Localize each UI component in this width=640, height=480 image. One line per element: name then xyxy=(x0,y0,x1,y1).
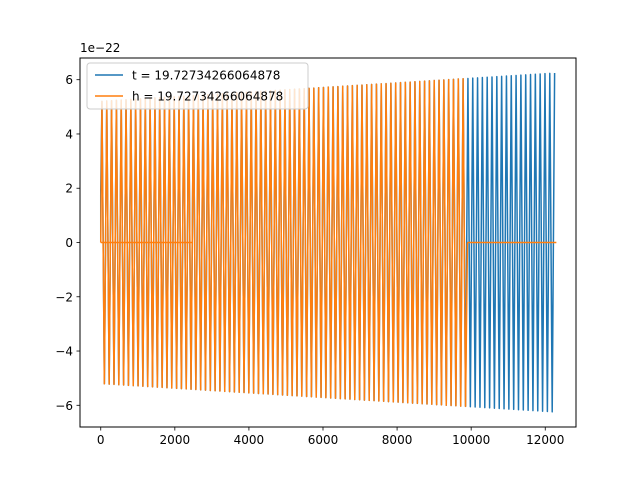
x-axis: 0 2000 4000 6000 8000 10000 12000 xyxy=(97,427,564,447)
y-tick-label: 2 xyxy=(65,182,73,196)
plot-content xyxy=(99,72,557,413)
legend-entry-label: h = 19.72734266064878 xyxy=(132,90,283,104)
legend-box xyxy=(86,62,309,110)
x-tick-label: 8000 xyxy=(382,433,413,447)
x-tick-label: 0 xyxy=(97,433,105,447)
legend-entry-label: t = 19.72734266064878 xyxy=(132,69,280,83)
x-tick-label: 12000 xyxy=(526,433,564,447)
y-tick-label: −4 xyxy=(55,345,73,359)
y-tick-label: 0 xyxy=(65,236,73,250)
legend: t = 19.72734266064878 h = 19.727342660648… xyxy=(86,62,309,110)
x-tick-label: 2000 xyxy=(160,433,191,447)
x-tick-label: 10000 xyxy=(452,433,490,447)
y-offset-text: 1e−22 xyxy=(80,41,120,55)
y-tick-label: 4 xyxy=(65,127,73,141)
y-tick-label: −2 xyxy=(55,290,73,304)
y-axis: −6 −4 −2 0 2 4 6 xyxy=(55,73,80,413)
x-tick-label: 4000 xyxy=(234,433,265,447)
y-tick-label: −6 xyxy=(55,399,73,413)
y-tick-label: 6 xyxy=(65,73,73,87)
x-tick-label: 6000 xyxy=(308,433,339,447)
